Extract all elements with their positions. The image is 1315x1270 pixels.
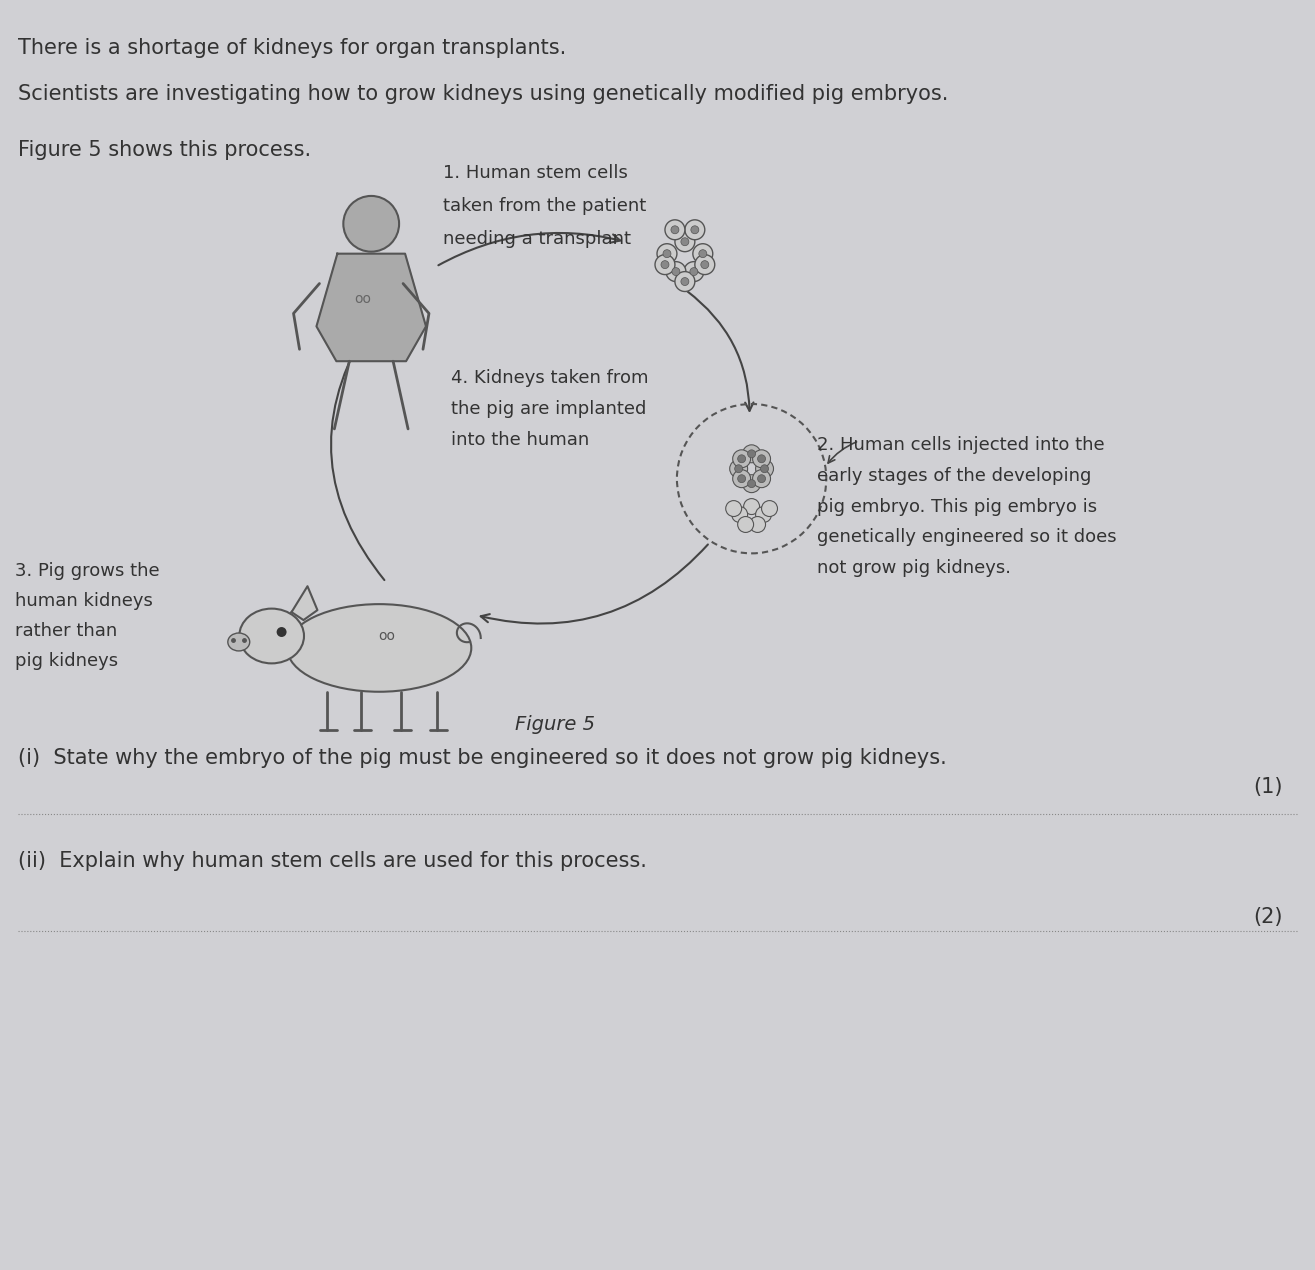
Circle shape bbox=[761, 500, 777, 517]
Ellipse shape bbox=[239, 608, 304, 663]
Circle shape bbox=[748, 450, 756, 457]
Text: pig embryo. This pig embryo is: pig embryo. This pig embryo is bbox=[818, 498, 1098, 516]
Text: (ii)  Explain why human stem cells are used for this process.: (ii) Explain why human stem cells are us… bbox=[17, 851, 647, 871]
Text: There is a shortage of kidneys for organ transplants.: There is a shortage of kidneys for organ… bbox=[17, 38, 565, 57]
Circle shape bbox=[731, 507, 748, 522]
Circle shape bbox=[671, 226, 679, 234]
Circle shape bbox=[730, 460, 748, 478]
Text: taken from the patient: taken from the patient bbox=[443, 197, 646, 215]
Text: the pig are implanted: the pig are implanted bbox=[451, 400, 646, 418]
Circle shape bbox=[738, 455, 746, 462]
Text: Figure 5 shows this process.: Figure 5 shows this process. bbox=[17, 140, 310, 160]
Text: (i)  State why the embryo of the pig must be engineered so it does not grow pig : (i) State why the embryo of the pig must… bbox=[17, 748, 947, 767]
Text: Scientists are investigating how to grow kidneys using genetically modified pig : Scientists are investigating how to grow… bbox=[17, 84, 948, 104]
Circle shape bbox=[726, 500, 742, 517]
Text: genetically engineered so it does: genetically engineered so it does bbox=[818, 528, 1116, 546]
Text: (1): (1) bbox=[1253, 777, 1282, 798]
Circle shape bbox=[701, 260, 709, 269]
Circle shape bbox=[752, 450, 771, 467]
Text: 3. Pig grows the: 3. Pig grows the bbox=[14, 563, 159, 580]
Circle shape bbox=[757, 475, 765, 483]
Text: human kidneys: human kidneys bbox=[14, 592, 153, 610]
Circle shape bbox=[661, 260, 669, 269]
Circle shape bbox=[738, 475, 746, 483]
Circle shape bbox=[738, 517, 753, 532]
Circle shape bbox=[752, 470, 771, 488]
Circle shape bbox=[732, 450, 751, 467]
Ellipse shape bbox=[287, 605, 471, 692]
Circle shape bbox=[663, 250, 671, 258]
Circle shape bbox=[675, 231, 694, 251]
Circle shape bbox=[675, 272, 694, 292]
Text: oo: oo bbox=[379, 629, 396, 643]
Circle shape bbox=[665, 262, 686, 282]
Text: not grow pig kidneys.: not grow pig kidneys. bbox=[818, 559, 1011, 578]
Circle shape bbox=[732, 470, 751, 488]
Circle shape bbox=[343, 196, 398, 251]
Circle shape bbox=[735, 465, 743, 472]
Circle shape bbox=[681, 237, 689, 245]
Circle shape bbox=[743, 444, 760, 462]
Text: (2): (2) bbox=[1253, 907, 1282, 927]
Text: Figure 5: Figure 5 bbox=[515, 715, 596, 734]
Circle shape bbox=[655, 255, 675, 274]
Text: oo: oo bbox=[355, 292, 372, 306]
Circle shape bbox=[685, 220, 705, 240]
Circle shape bbox=[684, 262, 704, 282]
Text: 4. Kidneys taken from: 4. Kidneys taken from bbox=[451, 370, 648, 387]
Text: needing a transplant: needing a transplant bbox=[443, 230, 631, 248]
Text: pig kidneys: pig kidneys bbox=[14, 652, 118, 671]
Text: early stages of the developing: early stages of the developing bbox=[818, 467, 1091, 485]
Text: rather than: rather than bbox=[14, 622, 117, 640]
Circle shape bbox=[698, 250, 706, 258]
Circle shape bbox=[743, 475, 760, 493]
Circle shape bbox=[672, 268, 680, 276]
Circle shape bbox=[690, 226, 698, 234]
Circle shape bbox=[694, 255, 715, 274]
Text: into the human: into the human bbox=[451, 431, 589, 448]
Circle shape bbox=[690, 268, 698, 276]
Ellipse shape bbox=[227, 632, 250, 652]
Circle shape bbox=[665, 220, 685, 240]
Circle shape bbox=[756, 460, 773, 478]
Circle shape bbox=[750, 517, 765, 532]
Text: 2. Human cells injected into the: 2. Human cells injected into the bbox=[818, 436, 1105, 453]
Polygon shape bbox=[292, 587, 317, 620]
Text: 1. Human stem cells: 1. Human stem cells bbox=[443, 164, 627, 182]
Circle shape bbox=[276, 627, 287, 638]
Polygon shape bbox=[317, 254, 426, 361]
Circle shape bbox=[756, 507, 772, 522]
Circle shape bbox=[744, 499, 760, 514]
Circle shape bbox=[681, 278, 689, 286]
Circle shape bbox=[658, 244, 677, 264]
Circle shape bbox=[757, 455, 765, 462]
Circle shape bbox=[760, 465, 768, 472]
Circle shape bbox=[748, 480, 756, 488]
Circle shape bbox=[693, 244, 713, 264]
